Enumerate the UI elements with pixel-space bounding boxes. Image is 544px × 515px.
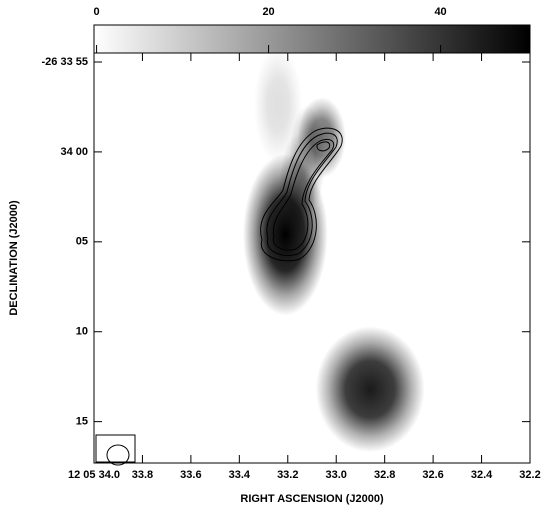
y-tick-label: 10 bbox=[76, 326, 88, 338]
colorbar-tick-label: 0 bbox=[94, 6, 100, 18]
x-tick-label: 33.8 bbox=[132, 469, 153, 481]
source bbox=[297, 97, 346, 178]
y-tick-label: 05 bbox=[76, 236, 88, 248]
x-tick-label: 32.2 bbox=[519, 469, 540, 481]
y-axis-label: DECLINATION (J2000) bbox=[8, 200, 20, 316]
colorbar-tick-label: 20 bbox=[262, 6, 274, 18]
y-tick-label: 34 00 bbox=[60, 146, 88, 158]
y-tick-label: -26 33 55 bbox=[42, 56, 88, 68]
x-tick-label: 12 05 34.0 bbox=[68, 469, 120, 481]
source bbox=[253, 46, 303, 164]
x-tick-label: 33.6 bbox=[180, 469, 201, 481]
x-axis-label: RIGHT ASCENSION (J2000) bbox=[240, 493, 384, 505]
colorbar bbox=[93, 24, 531, 54]
image-layer bbox=[242, 46, 425, 453]
x-tick-label: 32.4 bbox=[471, 469, 493, 481]
source bbox=[242, 153, 328, 316]
x-tick-label: 33.4 bbox=[229, 469, 251, 481]
x-tick-label: 32.6 bbox=[422, 469, 443, 481]
colorbar-tick-label: 40 bbox=[434, 6, 446, 18]
contours bbox=[260, 127, 343, 262]
x-tick-label: 32.8 bbox=[374, 469, 395, 481]
y-tick-label: 15 bbox=[76, 416, 88, 428]
x-tick-label: 33.2 bbox=[277, 469, 298, 481]
beam bbox=[106, 444, 130, 466]
source bbox=[315, 326, 425, 453]
beam-box bbox=[95, 434, 136, 463]
x-tick-label: 33.0 bbox=[326, 469, 347, 481]
